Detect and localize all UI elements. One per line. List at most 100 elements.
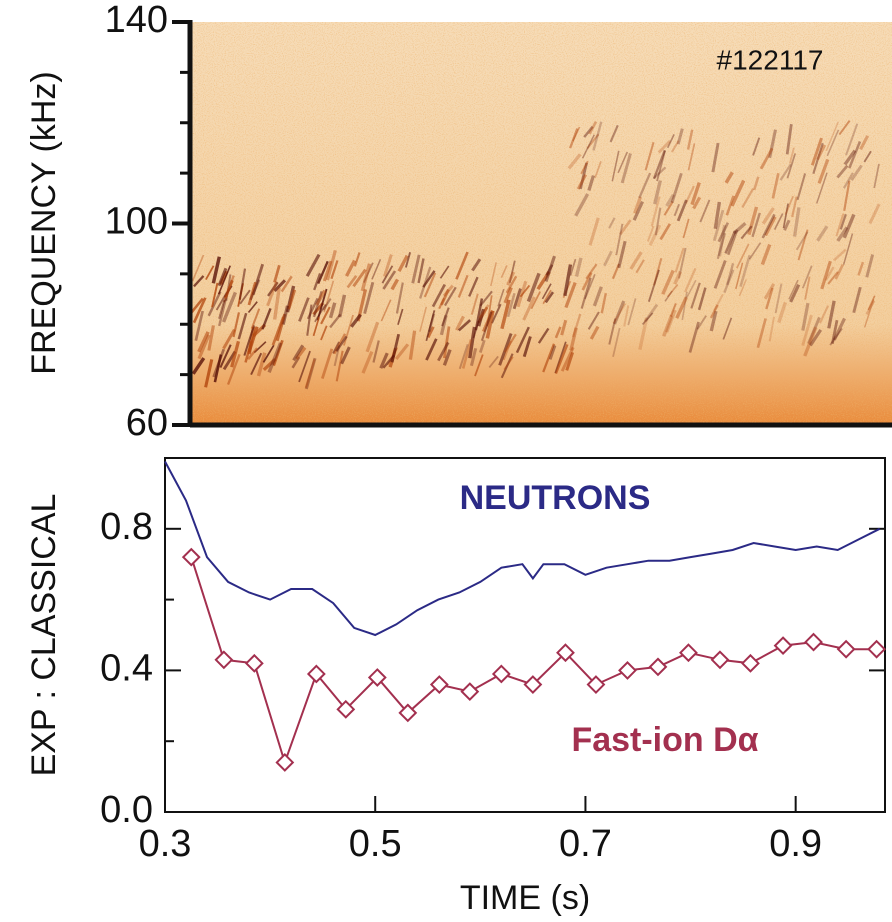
y-tick-label: 0.8 bbox=[100, 506, 153, 548]
marker bbox=[460, 682, 480, 702]
texture bbox=[782, 203, 789, 229]
texture bbox=[574, 257, 583, 277]
texture bbox=[222, 350, 237, 371]
texture bbox=[627, 298, 637, 326]
texture bbox=[537, 327, 550, 344]
texture bbox=[824, 266, 835, 281]
texture bbox=[249, 279, 261, 301]
texture bbox=[785, 123, 793, 155]
texture bbox=[850, 164, 863, 181]
texture bbox=[809, 328, 823, 347]
texture bbox=[267, 342, 283, 374]
texture bbox=[304, 357, 317, 390]
texture bbox=[665, 309, 677, 333]
texture bbox=[471, 258, 482, 272]
texture bbox=[267, 281, 279, 297]
texture bbox=[563, 264, 573, 297]
texture bbox=[189, 297, 204, 314]
texture bbox=[560, 346, 575, 372]
texture bbox=[503, 356, 514, 371]
texture bbox=[247, 301, 258, 314]
texture bbox=[738, 279, 748, 297]
texture bbox=[801, 265, 813, 289]
texture bbox=[273, 279, 287, 293]
texture bbox=[522, 336, 532, 358]
texture bbox=[765, 287, 774, 310]
texture bbox=[443, 286, 457, 307]
texture bbox=[825, 121, 839, 152]
texture bbox=[647, 269, 660, 302]
texture bbox=[761, 207, 775, 225]
texture bbox=[712, 209, 725, 242]
texture bbox=[763, 283, 776, 300]
texture bbox=[657, 139, 672, 154]
spectrogram-image bbox=[189, 22, 892, 425]
texture bbox=[735, 262, 744, 290]
texture bbox=[842, 213, 856, 239]
texture bbox=[812, 142, 824, 174]
texture bbox=[761, 213, 776, 239]
texture bbox=[838, 120, 851, 136]
texture bbox=[266, 280, 278, 307]
texture bbox=[544, 291, 555, 304]
texture bbox=[713, 293, 724, 312]
texture bbox=[404, 252, 412, 268]
texture bbox=[564, 281, 577, 309]
texture bbox=[611, 263, 621, 280]
texture bbox=[365, 321, 380, 353]
texture bbox=[560, 319, 568, 336]
texture bbox=[474, 354, 484, 377]
texture bbox=[690, 282, 701, 309]
texture bbox=[458, 343, 469, 370]
texture bbox=[829, 327, 843, 346]
texture bbox=[723, 269, 735, 294]
texture bbox=[515, 326, 530, 354]
texture bbox=[801, 302, 810, 331]
marker bbox=[367, 668, 387, 687]
texture bbox=[461, 339, 473, 369]
texture bbox=[653, 180, 662, 205]
texture bbox=[619, 219, 632, 236]
texture bbox=[479, 290, 493, 307]
texture bbox=[192, 297, 207, 324]
marker bbox=[710, 650, 730, 670]
texture bbox=[661, 269, 675, 295]
texture bbox=[675, 296, 688, 319]
texture bbox=[788, 279, 799, 300]
texture bbox=[752, 176, 760, 191]
texture bbox=[682, 218, 690, 239]
texture bbox=[273, 264, 281, 283]
texture bbox=[353, 252, 361, 267]
texture bbox=[478, 339, 486, 353]
texture bbox=[585, 263, 598, 280]
texture bbox=[382, 270, 397, 290]
texture bbox=[865, 254, 875, 278]
texture bbox=[506, 293, 516, 318]
texture bbox=[687, 143, 696, 171]
x-tick-label: 0.7 bbox=[559, 823, 612, 865]
texture bbox=[633, 196, 643, 214]
texture bbox=[751, 212, 761, 238]
texture bbox=[425, 310, 436, 342]
texture bbox=[541, 283, 552, 300]
texture bbox=[646, 225, 655, 242]
texture bbox=[656, 150, 666, 182]
texture bbox=[648, 224, 662, 246]
texture bbox=[589, 325, 600, 340]
texture bbox=[792, 207, 801, 237]
texture bbox=[480, 311, 493, 341]
y-tick-label: 60 bbox=[126, 402, 168, 444]
texture bbox=[490, 262, 497, 287]
texture bbox=[580, 160, 589, 175]
texture bbox=[681, 291, 688, 321]
texture bbox=[250, 308, 261, 330]
texture bbox=[836, 226, 849, 242]
texture bbox=[759, 147, 774, 170]
texture bbox=[298, 350, 311, 383]
texture bbox=[725, 195, 735, 216]
texture bbox=[306, 297, 319, 320]
texture bbox=[554, 343, 569, 374]
texture bbox=[193, 275, 205, 288]
texture bbox=[581, 134, 595, 159]
texture bbox=[381, 265, 394, 284]
